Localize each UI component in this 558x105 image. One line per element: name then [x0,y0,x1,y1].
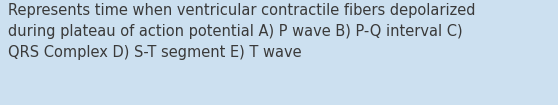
Text: Represents time when ventricular contractile fibers depolarized
during plateau o: Represents time when ventricular contrac… [8,3,475,60]
